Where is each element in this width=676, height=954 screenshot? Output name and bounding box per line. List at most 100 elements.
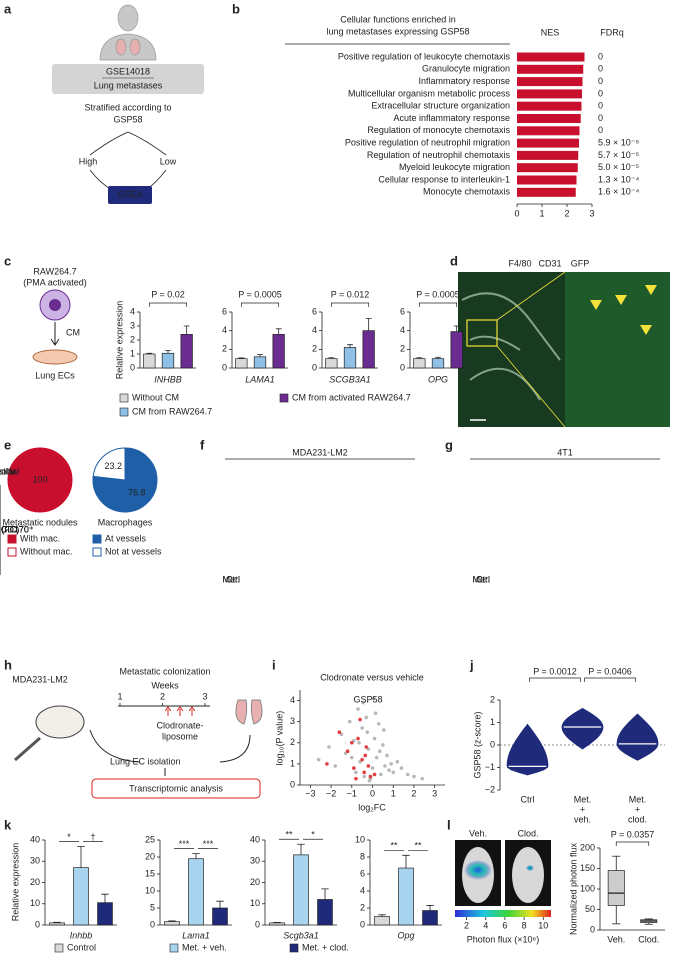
y-tick-label: 8 — [360, 851, 365, 861]
analysis-box — [91, 778, 261, 799]
fdr-label: 0 — [598, 101, 603, 111]
y-axis-title: Normalized photon flux — [568, 842, 578, 935]
y-axis-title: GSP58 (z-score) — [472, 711, 482, 778]
fdr-header: FDRq — [600, 27, 624, 37]
point — [354, 770, 358, 775]
y-axis-title: Relative expression — [114, 301, 124, 380]
y-tick-label: 10 — [250, 898, 260, 908]
bracket — [529, 677, 581, 682]
error-bar — [192, 853, 200, 859]
y-axis-title: CD11b⁻ CD170⁺ — [0, 524, 34, 534]
gene-label: Opg — [397, 930, 414, 940]
x-axis-title: log₂FC — [358, 802, 386, 812]
legend-label: CM from RAW264.7 — [132, 406, 212, 416]
panel-label: g — [445, 437, 453, 452]
point — [385, 753, 389, 758]
fdr-label: 0 — [598, 125, 603, 135]
chart-title: Cellular functions enriched in — [340, 14, 456, 24]
bar — [73, 867, 89, 926]
y-tick-label: 10 — [355, 834, 365, 844]
x-tick-label: + — [580, 804, 585, 814]
category-label: Granulocyte migration — [422, 64, 510, 74]
y-tick-label: 6 — [360, 868, 365, 878]
y-tick-label: 1 — [130, 348, 135, 358]
x-tick-label: veh. — [574, 814, 591, 824]
y-tick-label: 0 — [150, 919, 155, 929]
y-axis-title: cells (FC) — [0, 524, 19, 534]
colorbar-title: Photon flux (×10⁶) — [467, 934, 540, 944]
significance: † — [90, 832, 95, 842]
y-tick-label: 30 — [250, 856, 260, 866]
y-tick-label: 25 — [145, 834, 155, 844]
gene-label: Scgb3a1 — [283, 930, 319, 940]
y-tick-label: 1 — [490, 717, 495, 727]
fdr-label: 1.3 × 10⁻⁴ — [598, 174, 640, 184]
legend-label: Control — [67, 942, 96, 952]
error-bar — [453, 325, 460, 332]
bar — [374, 916, 390, 926]
legend-label: Not at vessels — [105, 546, 162, 556]
significance: *** — [203, 839, 214, 849]
error-bar — [426, 905, 434, 911]
category-label: Extracellular structure organization — [371, 101, 510, 111]
point — [337, 730, 342, 735]
point — [357, 740, 361, 745]
gene-label: LAMA1 — [245, 374, 275, 384]
method-label: GSEA — [117, 189, 142, 199]
x-tick-label: 0 — [370, 788, 375, 798]
y-axis-title: log₁₀(P value) — [274, 711, 284, 766]
p-value: P = 0.0005 — [238, 289, 282, 299]
x-tick-label: Met. — [472, 574, 490, 584]
fdr-label: 0 — [598, 88, 603, 98]
dataset-label: GSE14018 — [106, 66, 150, 76]
tissue-label: Lung metastases — [94, 80, 163, 90]
fdr-label: 1.6 × 10⁻⁴ — [598, 187, 640, 197]
bar — [517, 163, 578, 173]
bar — [517, 175, 577, 185]
bar — [517, 64, 584, 74]
bar — [317, 899, 333, 926]
panel-label: b — [232, 1, 240, 16]
y-tick-label: 30 — [30, 856, 40, 866]
y-tick-label: 1 — [290, 758, 295, 768]
y-tick-label: −1 — [485, 762, 495, 772]
y-tick-label: 4 — [360, 885, 365, 895]
x-tick-label: 0 — [514, 208, 519, 218]
p-value: P = 0.0357 — [611, 829, 655, 839]
gene-label: SCGB3A1 — [329, 374, 371, 384]
point — [367, 778, 372, 783]
pie-slice — [7, 447, 73, 513]
error-bar — [53, 921, 61, 923]
point — [354, 776, 358, 781]
cell-label: MDA231-LM2 — [12, 674, 68, 684]
legend-swatch — [279, 393, 289, 403]
stratify-label: GSP58 — [113, 114, 142, 124]
error-bar — [328, 357, 335, 359]
bar — [235, 358, 248, 369]
y-tick-label: 40 — [250, 834, 260, 844]
legend-label: With mac. — [20, 533, 60, 543]
target-label: Lung ECs — [35, 370, 75, 380]
y-axis-title: cells (FC) — [0, 524, 19, 534]
image-label: Veh. — [469, 828, 487, 838]
x-tick-label: Met. — [222, 574, 240, 584]
point — [360, 757, 364, 762]
point — [362, 770, 367, 775]
p-value: P = 0.012 — [331, 289, 370, 299]
y-tick-label: 20 — [30, 877, 40, 887]
treatment-label: Clodronate- — [156, 720, 203, 730]
y-tick-label: 0 — [35, 919, 40, 929]
signal — [464, 860, 492, 880]
pie-title: Macrophages — [98, 517, 153, 527]
y-axis-title: CD11b⁻ CD170⁺ — [0, 524, 34, 534]
gene-label: OPG — [428, 374, 448, 384]
bar — [413, 358, 426, 369]
legend-label: At vessels — [105, 533, 147, 543]
y-tick-label: 2 — [312, 344, 317, 354]
pie-title: Metastatic nodules — [2, 517, 78, 527]
bar — [49, 922, 65, 926]
stage-label: Metastatic colonization — [119, 666, 210, 676]
treatment-label: liposome — [162, 731, 198, 741]
y-axis-title: CD11b⁺ CD170⁻ — [0, 524, 34, 534]
